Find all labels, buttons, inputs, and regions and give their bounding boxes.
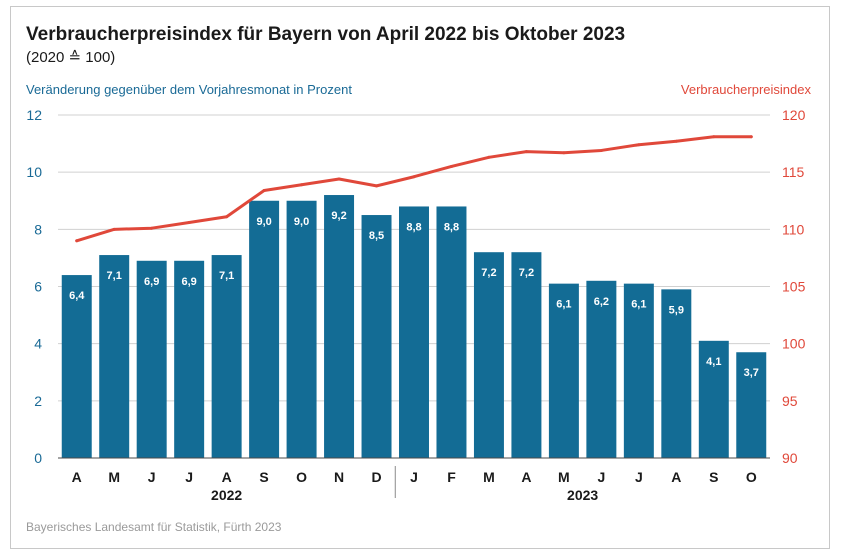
y-tick-left: 0 [34,450,42,466]
index-point [712,135,716,139]
bar-value-label: 6,9 [182,276,197,288]
index-point [112,227,116,231]
y-tick-right: 100 [782,336,806,352]
bar-value-label: 9,0 [294,216,309,228]
bar [623,283,654,458]
x-tick-label: M [483,469,495,485]
bar-value-label: 8,8 [444,221,459,233]
bar [436,206,467,458]
index-point [187,220,191,224]
bar-value-label: 5,9 [669,304,684,316]
x-tick-label: J [185,469,193,485]
right-axis-label: Verbraucherpreisindex [680,82,811,97]
x-tick-label: O [296,469,307,485]
y-tick-right: 110 [782,221,805,237]
bar-value-label: 7,1 [107,270,122,282]
index-point [337,177,341,181]
bar [99,255,130,458]
x-tick-label: O [746,469,757,485]
bar [473,252,504,458]
bar-value-label: 9,2 [331,210,346,222]
y-tick-left: 12 [26,107,42,123]
y-tick-left: 6 [34,279,42,295]
bar [661,289,692,458]
x-tick-label: J [410,469,418,485]
bar-value-label: 4,1 [706,356,721,368]
bar [736,352,767,458]
x-tick-label: A [72,469,82,485]
y-tick-left: 8 [34,221,42,237]
bar-value-label: 6,9 [144,276,159,288]
y-tick-left: 2 [34,393,42,409]
y-tick-right: 95 [782,393,798,409]
x-tick-label: J [148,469,156,485]
x-tick-label: F [447,469,456,485]
y-tick-left: 4 [34,336,42,352]
bar [211,255,242,458]
x-tick-label: J [635,469,643,485]
bar [399,206,429,458]
index-point [75,239,79,243]
y-tick-right: 105 [782,279,806,295]
source-note: Bayerisches Landesamt für Statistik, Für… [26,520,282,534]
x-tick-label: M [558,469,570,485]
bar [548,283,579,458]
chart-title: Verbraucherpreisindex für Bayern von Apr… [26,24,626,45]
bar-value-label: 9,0 [256,216,271,228]
year-label: 2022 [211,487,242,503]
bar-value-label: 7,2 [481,267,496,279]
index-point [449,164,453,168]
index-point [262,188,266,192]
index-point [562,151,566,155]
left-axis-label: Veränderung gegenüber dem Vorjahresmonat… [26,82,352,97]
bar [61,275,92,458]
bar [174,260,205,458]
bar-value-label: 7,2 [519,267,534,279]
index-point [150,226,154,230]
x-tick-label: D [371,469,381,485]
index-point [749,135,753,139]
x-tick-label: N [334,469,344,485]
index-point [599,148,603,152]
index-point [225,215,229,219]
year-label: 2023 [567,487,598,503]
x-tick-label: A [671,469,681,485]
index-point [637,143,641,147]
bar [324,195,355,459]
bar [136,260,167,458]
x-tick-label: A [222,469,232,485]
index-point [375,184,379,188]
index-point [524,150,528,154]
y-tick-left: 10 [26,164,42,180]
bar-value-label: 7,1 [219,270,234,282]
bar [698,340,729,458]
x-tick-label: J [597,469,605,485]
bar [361,215,392,458]
bar-value-label: 3,7 [744,367,759,379]
bar [286,200,317,458]
bar-value-label: 6,1 [631,299,646,311]
x-tick-label: S [709,469,718,485]
index-point [487,155,491,159]
bar-value-label: 8,5 [369,230,384,242]
x-tick-label: A [521,469,531,485]
index-point [674,139,678,143]
bar-value-label: 6,4 [69,290,85,302]
y-tick-right: 120 [782,107,806,123]
bar-value-label: 6,2 [594,296,609,308]
chart-subtitle: (2020 ≙ 100) [26,49,116,66]
bar [586,280,617,458]
index-point [300,183,304,187]
bar [511,252,542,458]
bar-value-label: 8,8 [406,221,421,233]
index-point [412,175,416,179]
x-tick-label: M [108,469,120,485]
bar [249,200,280,458]
y-tick-right: 115 [782,164,805,180]
bar-value-label: 6,1 [556,299,571,311]
y-tick-right: 90 [782,450,798,466]
x-tick-label: S [259,469,268,485]
